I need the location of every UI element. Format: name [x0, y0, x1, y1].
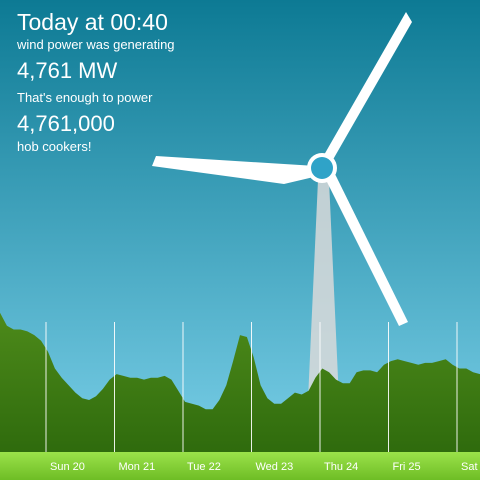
day-label: Sat — [461, 461, 478, 473]
wind-turbine — [152, 12, 412, 326]
power-value: 4,761 MW — [17, 58, 118, 83]
time-label: Today at 00:40 — [17, 9, 168, 35]
enough-label: That's enough to power — [17, 90, 153, 105]
day-label: Thu 24 — [324, 461, 358, 473]
appliance-count: 4,761,000 — [17, 111, 115, 136]
turbine-blade-top — [320, 12, 412, 170]
day-label: Tue 22 — [187, 461, 221, 473]
turbine-blade-right — [324, 172, 408, 326]
turbine-blade-left — [152, 156, 318, 184]
wind-output-area — [0, 312, 480, 452]
turbine-hub-inner — [311, 157, 333, 179]
appliance-label: hob cookers! — [17, 139, 92, 154]
day-label: Mon 21 — [119, 461, 156, 473]
day-labels: Sun 20 Mon 21 Tue 22 Wed 23 Thu 24 Fri 25 Sat — [50, 461, 478, 473]
day-label: Fri 25 — [393, 461, 421, 473]
generating-label: wind power was generating — [17, 37, 175, 52]
day-label: Sun 20 — [50, 461, 85, 473]
day-label: Wed 23 — [256, 461, 294, 473]
day-gridlines — [45, 322, 458, 474]
ground-strip — [0, 452, 480, 480]
headline-panel: Today at 00:40 wind power was generating… — [17, 8, 175, 155]
tower-light-beam — [307, 180, 340, 422]
